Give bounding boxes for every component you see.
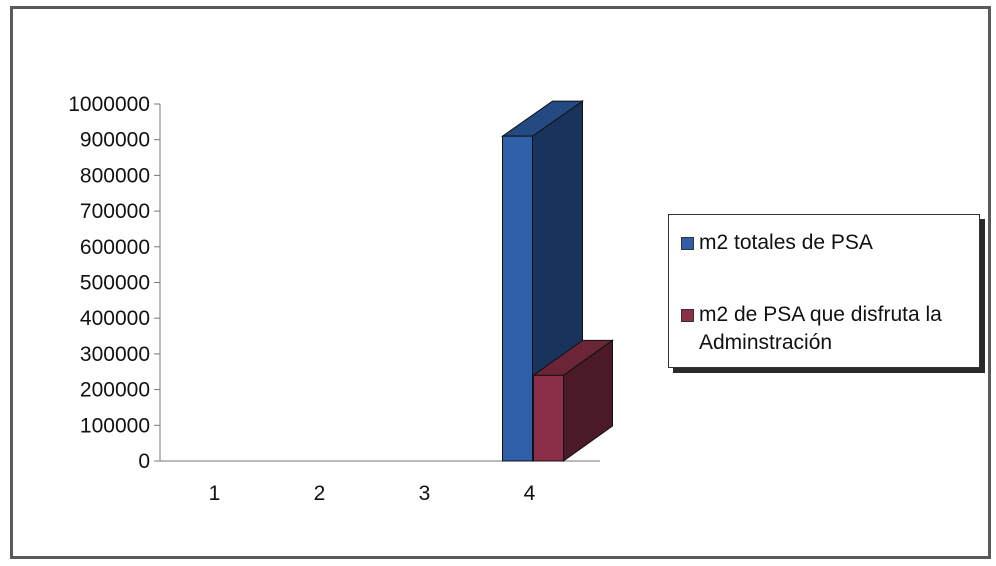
y-tick-label: 900000 <box>80 129 150 152</box>
y-tick-label: 500000 <box>80 272 150 295</box>
legend-label-administracion: m2 de PSA que disfruta la Adminstración <box>699 303 942 354</box>
y-tick-label: 0 <box>138 450 150 473</box>
x-axis: 1 2 3 4 <box>160 460 600 505</box>
bar-front-face <box>533 374 564 462</box>
bar-front-face <box>502 135 533 462</box>
y-tick-label: 400000 <box>80 307 150 330</box>
legend-swatch-administracion <box>681 309 694 322</box>
y-tick-label: 700000 <box>80 200 150 223</box>
bars <box>500 100 615 462</box>
x-tick-label: 2 <box>314 482 326 505</box>
x-tick-label: 3 <box>419 482 431 505</box>
legend-item-total: m2 totales de PSA <box>681 229 979 257</box>
x-tick-label: 4 <box>524 482 536 505</box>
y-tick-label: 1000000 <box>68 93 150 116</box>
y-tick-label: 200000 <box>80 379 150 402</box>
y-tick-label: 300000 <box>80 343 150 366</box>
legend-swatch-total <box>681 237 694 250</box>
y-axis: 0 100000 200000 300000 400000 500000 600000 700… <box>68 93 161 473</box>
y-tick-label: 100000 <box>80 414 150 437</box>
legend-label-total: m2 totales de PSA <box>699 231 873 254</box>
legend: m2 totales de PSA m2 de PSA que disfruta… <box>668 214 980 368</box>
x-tick-label: 1 <box>209 482 221 505</box>
y-tick-label: 800000 <box>80 164 150 187</box>
y-tick-label: 600000 <box>80 236 150 259</box>
legend-item-administracion: m2 de PSA que disfruta la Adminstración <box>681 301 979 357</box>
